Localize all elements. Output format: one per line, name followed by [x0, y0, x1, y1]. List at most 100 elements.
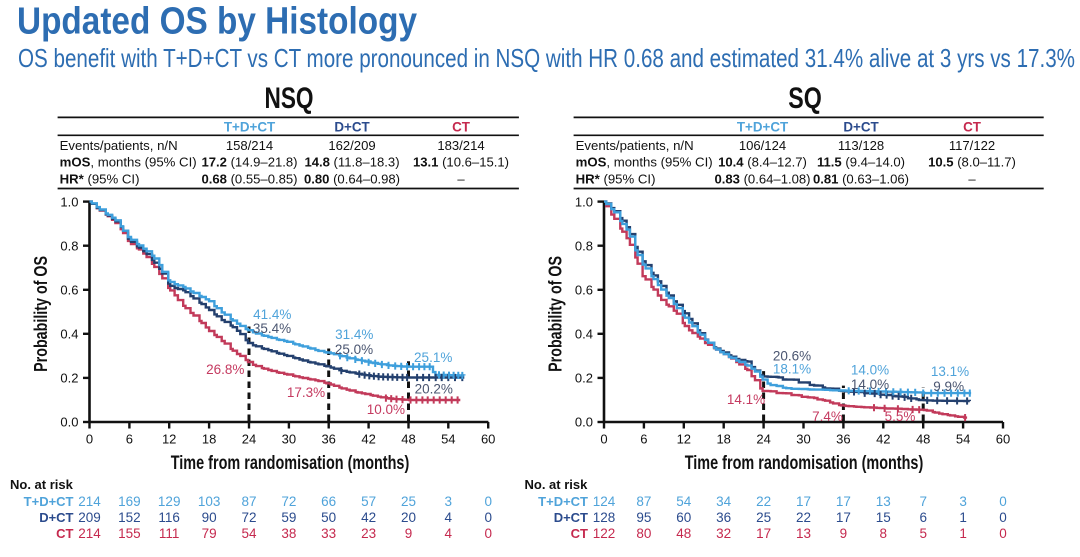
svg-text:42: 42	[361, 510, 376, 525]
svg-text:12: 12	[162, 432, 176, 447]
svg-text:HR* (95% CI): HR* (95% CI)	[576, 172, 656, 187]
svg-text:9.9%: 9.9%	[933, 379, 964, 394]
svg-text:0: 0	[484, 510, 492, 525]
svg-text:116: 116	[158, 510, 180, 525]
svg-text:35.4%: 35.4%	[253, 321, 291, 336]
svg-text:15: 15	[876, 510, 891, 525]
svg-text:6: 6	[640, 432, 647, 447]
svg-text:5.5%: 5.5%	[885, 409, 916, 424]
svg-text:0.68 (0.55–0.85): 0.68 (0.55–0.85)	[201, 172, 297, 187]
svg-text:14.0%: 14.0%	[851, 363, 889, 378]
svg-text:13.1 (10.6–15.1): 13.1 (10.6–15.1)	[413, 155, 509, 170]
svg-text:T+D+CT: T+D+CT	[737, 119, 789, 134]
svg-text:32: 32	[716, 526, 731, 541]
svg-text:0.8: 0.8	[60, 238, 78, 253]
svg-text:SQ: SQ	[788, 82, 822, 115]
svg-text:Events/patients, n/N: Events/patients, n/N	[576, 138, 694, 153]
svg-text:1.0: 1.0	[575, 194, 593, 209]
svg-text:209: 209	[78, 510, 101, 525]
svg-text:0.6: 0.6	[575, 283, 593, 298]
svg-text:mOS, months (95% CI): mOS, months (95% CI)	[60, 155, 197, 170]
svg-text:14.0%: 14.0%	[851, 377, 889, 392]
svg-text:60: 60	[481, 432, 495, 447]
svg-text:14.1%: 14.1%	[727, 392, 765, 407]
svg-text:1: 1	[959, 510, 967, 525]
svg-text:0.2: 0.2	[60, 371, 78, 386]
svg-text:17: 17	[756, 526, 771, 541]
svg-text:Updated OS by Histology: Updated OS by Histology	[17, 1, 417, 43]
svg-text:0.4: 0.4	[575, 327, 593, 342]
svg-text:0.8: 0.8	[575, 238, 593, 253]
svg-text:169: 169	[118, 494, 141, 509]
svg-text:34: 34	[716, 494, 732, 509]
svg-text:155: 155	[118, 526, 141, 541]
svg-text:36: 36	[836, 432, 850, 447]
svg-text:11.5 (9.4–14.0): 11.5 (9.4–14.0)	[817, 155, 905, 170]
svg-text:CT: CT	[452, 119, 471, 134]
svg-text:41.4%: 41.4%	[253, 307, 291, 322]
svg-text:87: 87	[241, 494, 256, 509]
svg-text:CT: CT	[963, 119, 982, 134]
svg-text:30: 30	[796, 432, 810, 447]
svg-text:9: 9	[405, 526, 413, 541]
svg-text:183/214: 183/214	[437, 138, 484, 153]
svg-text:0: 0	[999, 510, 1007, 525]
svg-text:12: 12	[677, 432, 691, 447]
svg-text:117/122: 117/122	[949, 138, 995, 153]
svg-text:D+CT: D+CT	[334, 119, 370, 134]
svg-text:103: 103	[198, 494, 221, 509]
svg-text:No. at risk: No. at risk	[10, 477, 74, 492]
svg-text:NSQ: NSQ	[265, 82, 314, 115]
svg-text:26.8%: 26.8%	[206, 362, 244, 377]
svg-text:Time from randomisation (month: Time from randomisation (months)	[685, 452, 924, 474]
svg-text:54: 54	[241, 526, 257, 541]
svg-text:36: 36	[716, 510, 731, 525]
svg-text:0: 0	[484, 494, 492, 509]
svg-text:60: 60	[996, 432, 1010, 447]
svg-text:87: 87	[636, 494, 651, 509]
svg-text:42: 42	[876, 432, 890, 447]
svg-text:59: 59	[281, 510, 296, 525]
svg-text:9: 9	[840, 526, 848, 541]
svg-text:T+D+CT: T+D+CT	[24, 494, 74, 509]
svg-text:17.2 (14.9–21.8): 17.2 (14.9–21.8)	[201, 155, 297, 170]
svg-text:80: 80	[636, 526, 651, 541]
svg-text:23: 23	[361, 526, 376, 541]
svg-text:122: 122	[593, 526, 616, 541]
svg-text:162/209: 162/209	[328, 138, 375, 153]
svg-text:54: 54	[676, 494, 692, 509]
svg-text:0: 0	[999, 526, 1007, 541]
svg-text:4: 4	[445, 526, 453, 541]
svg-text:128: 128	[593, 510, 616, 525]
svg-text:Probability of OS: Probability of OS	[546, 256, 566, 372]
svg-text:T+D+CT: T+D+CT	[224, 119, 276, 134]
svg-text:42: 42	[361, 432, 375, 447]
svg-text:T+D+CT: T+D+CT	[538, 494, 588, 509]
svg-text:10.4 (8.4–12.7): 10.4 (8.4–12.7)	[718, 155, 807, 170]
svg-text:24: 24	[756, 432, 770, 447]
svg-text:D+CT: D+CT	[39, 510, 73, 525]
svg-text:17: 17	[836, 494, 851, 509]
svg-text:57: 57	[361, 494, 376, 509]
svg-text:24: 24	[242, 432, 256, 447]
svg-text:0.83 (0.64–1.08): 0.83 (0.64–1.08)	[714, 172, 810, 187]
svg-text:8: 8	[880, 526, 888, 541]
svg-text:Time from randomisation (month: Time from randomisation (months)	[171, 452, 410, 474]
svg-text:0.2: 0.2	[575, 371, 593, 386]
svg-text:38: 38	[281, 526, 296, 541]
svg-text:–: –	[457, 172, 465, 187]
svg-text:0: 0	[600, 432, 607, 447]
svg-text:0.4: 0.4	[60, 327, 78, 342]
svg-text:152: 152	[118, 510, 141, 525]
svg-text:50: 50	[321, 510, 336, 525]
svg-text:20: 20	[401, 510, 416, 525]
svg-text:25: 25	[756, 510, 771, 525]
svg-text:111: 111	[159, 526, 180, 541]
svg-text:36: 36	[321, 432, 335, 447]
svg-text:13: 13	[876, 494, 891, 509]
svg-text:HR* (95% CI): HR* (95% CI)	[60, 172, 140, 187]
svg-text:0: 0	[86, 432, 93, 447]
svg-text:79: 79	[202, 526, 217, 541]
svg-text:66: 66	[321, 494, 336, 509]
svg-text:0.81 (0.63–1.06): 0.81 (0.63–1.06)	[813, 172, 909, 187]
